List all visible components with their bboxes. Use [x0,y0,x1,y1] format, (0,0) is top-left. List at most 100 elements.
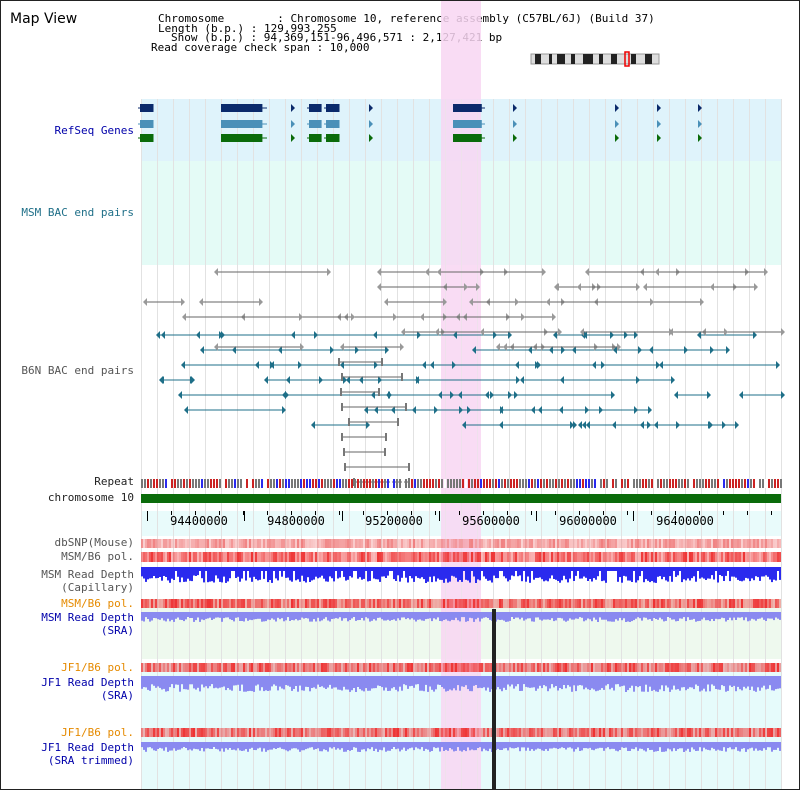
repeat-element [237,479,239,488]
dbsnp-strip [613,539,615,548]
msm-pol-strip [511,552,513,562]
jf1-pol-strip-2 [391,728,393,737]
msm-sra-depth-bar [731,612,733,621]
jf1-pol-strip [259,663,261,672]
jf1-sra-depth-bar [307,676,309,687]
msm-pol-strip-2 [417,599,419,608]
jf1-sra-depth-bar [731,676,733,687]
msm-pol-strip [359,552,361,562]
jf1-pol-strip [461,663,463,672]
msm-pol-strip [667,552,669,562]
msm-pol-strip-2 [203,599,205,608]
jf1-pol-strip [413,663,415,672]
jf1-pol-strip-2 [295,728,297,737]
jf1-read-depth-sra-label[interactable]: JF1 Read Depth [41,676,134,689]
dbsnp-strip [487,539,489,548]
jf1-trim-depth-bar [301,742,303,751]
msm-capillary-depth-bar [769,567,771,580]
msm-sra-depth-bar [373,612,375,620]
b6n-bac-label[interactable]: B6N BAC end pairs [21,364,134,377]
dbsnp-strip [261,539,263,548]
msm-bac-end [520,376,524,384]
dbsnp-strip [271,539,273,548]
msm-pol-strip [759,552,761,562]
repeat-element [495,479,497,488]
dbsnp-strip [653,539,655,548]
axis-tick-label: 95200000 [365,514,423,528]
msm-pol-strip-2 [353,599,355,608]
msm-sra-depth-bar [413,612,415,620]
msm-pol-strip-2 [455,599,457,608]
msm-pol-strip-2 [453,599,455,608]
dbsnp-strip [475,539,477,548]
dbsnp-label[interactable]: dbSNP(Mouse) [54,536,134,549]
msm-pol-strip-2 [633,599,635,608]
jf1-trim-depth-bar [277,742,279,748]
jf1-trim-depth-bar [433,742,435,748]
jf1-pol-strip [241,663,243,672]
msm-sra-depth-bar [505,612,507,622]
msm-b6-pol-label-2[interactable]: MSM/B6 pol. [61,597,134,610]
jf1-sra-depth-bar [741,676,743,691]
msm-pol-strip-2 [747,599,749,608]
msm-capillary-depth-bar [169,567,171,583]
msm-pol-strip [589,552,591,562]
msm-read-depth-cap-label[interactable]: MSM Read Depth [41,568,134,581]
jf1-b6-pol-label-1[interactable]: JF1/B6 pol. [61,661,134,674]
jf1-sra-depth-bar [511,676,513,685]
jf1-sra-depth-bar [683,676,685,688]
msm-pol-strip [235,552,237,562]
dbsnp-strip [191,539,193,548]
msm-capillary-depth-bar [471,567,473,571]
jf1-pol-strip [341,663,343,672]
jf1-trim-depth-bar [595,742,597,749]
jf1-sra-depth-bar [735,676,737,692]
jf1-trim-depth-bar [205,742,207,749]
dbsnp-strip [711,539,713,548]
msm-capillary-depth-bar [253,567,255,577]
msm-capillary-depth-bar [371,567,373,571]
refseq-genes-label[interactable]: RefSeq Genes [54,124,134,137]
b6n-bac-end [469,298,473,306]
jf1-b6-pol-label-2[interactable]: JF1/B6 pol. [61,726,134,739]
msm-bac-end [583,331,587,339]
msm-sra-depth-bar [277,612,279,618]
jf1-trim-depth-bar [341,742,343,749]
jf1-pol-strip [691,663,693,672]
jf1-pol-strip [735,663,737,672]
jf1-sra-depth-bar [237,676,239,685]
dbsnp-strip [567,539,569,548]
jf1-trim-depth-bar [389,742,391,751]
jf1-sra-depth-bar [439,676,441,685]
jf1-pol-strip-2 [617,728,619,737]
msm-bac-label[interactable]: MSM BAC end pairs [21,206,134,219]
msm-pol-strip-2 [283,599,285,608]
msm-pol-strip-2 [209,599,211,608]
dbsnp-strip [681,539,683,548]
jf1-pol-strip-2 [411,728,413,737]
msm-capillary-depth-bar [553,567,555,579]
msm-sra-depth-bar [173,612,175,622]
msm-pol-strip [601,552,603,562]
msm-capillary-depth-bar [445,567,447,579]
msm-sra-depth-bar [557,612,559,618]
jf1-read-depth-trim-label[interactable]: JF1 Read Depth [41,741,134,754]
dbsnp-strip [725,539,727,548]
jf1-trim-depth-bar [471,742,473,750]
msm-sra-depth-bar [197,612,199,618]
repeat-element [750,479,752,488]
msm-b6-pol-label-1[interactable]: MSM/B6 pol. [61,550,134,563]
dbsnp-strip [651,539,653,548]
dbsnp-strip [205,539,207,548]
msm-read-depth-sra-label[interactable]: MSM Read Depth [41,611,134,624]
msm-sra-depth-bar [573,612,575,620]
capillary-label: (Capillary) [61,581,134,594]
jf1-sra-depth-bar [745,676,747,689]
msm-pol-strip-2 [151,599,153,608]
msm-sra-depth-bar [363,612,365,621]
msm-bac-end [739,391,743,399]
msm-pol-strip-2 [371,599,373,608]
dbsnp-strip [267,539,269,548]
msm-pol-strip-2 [297,599,299,608]
